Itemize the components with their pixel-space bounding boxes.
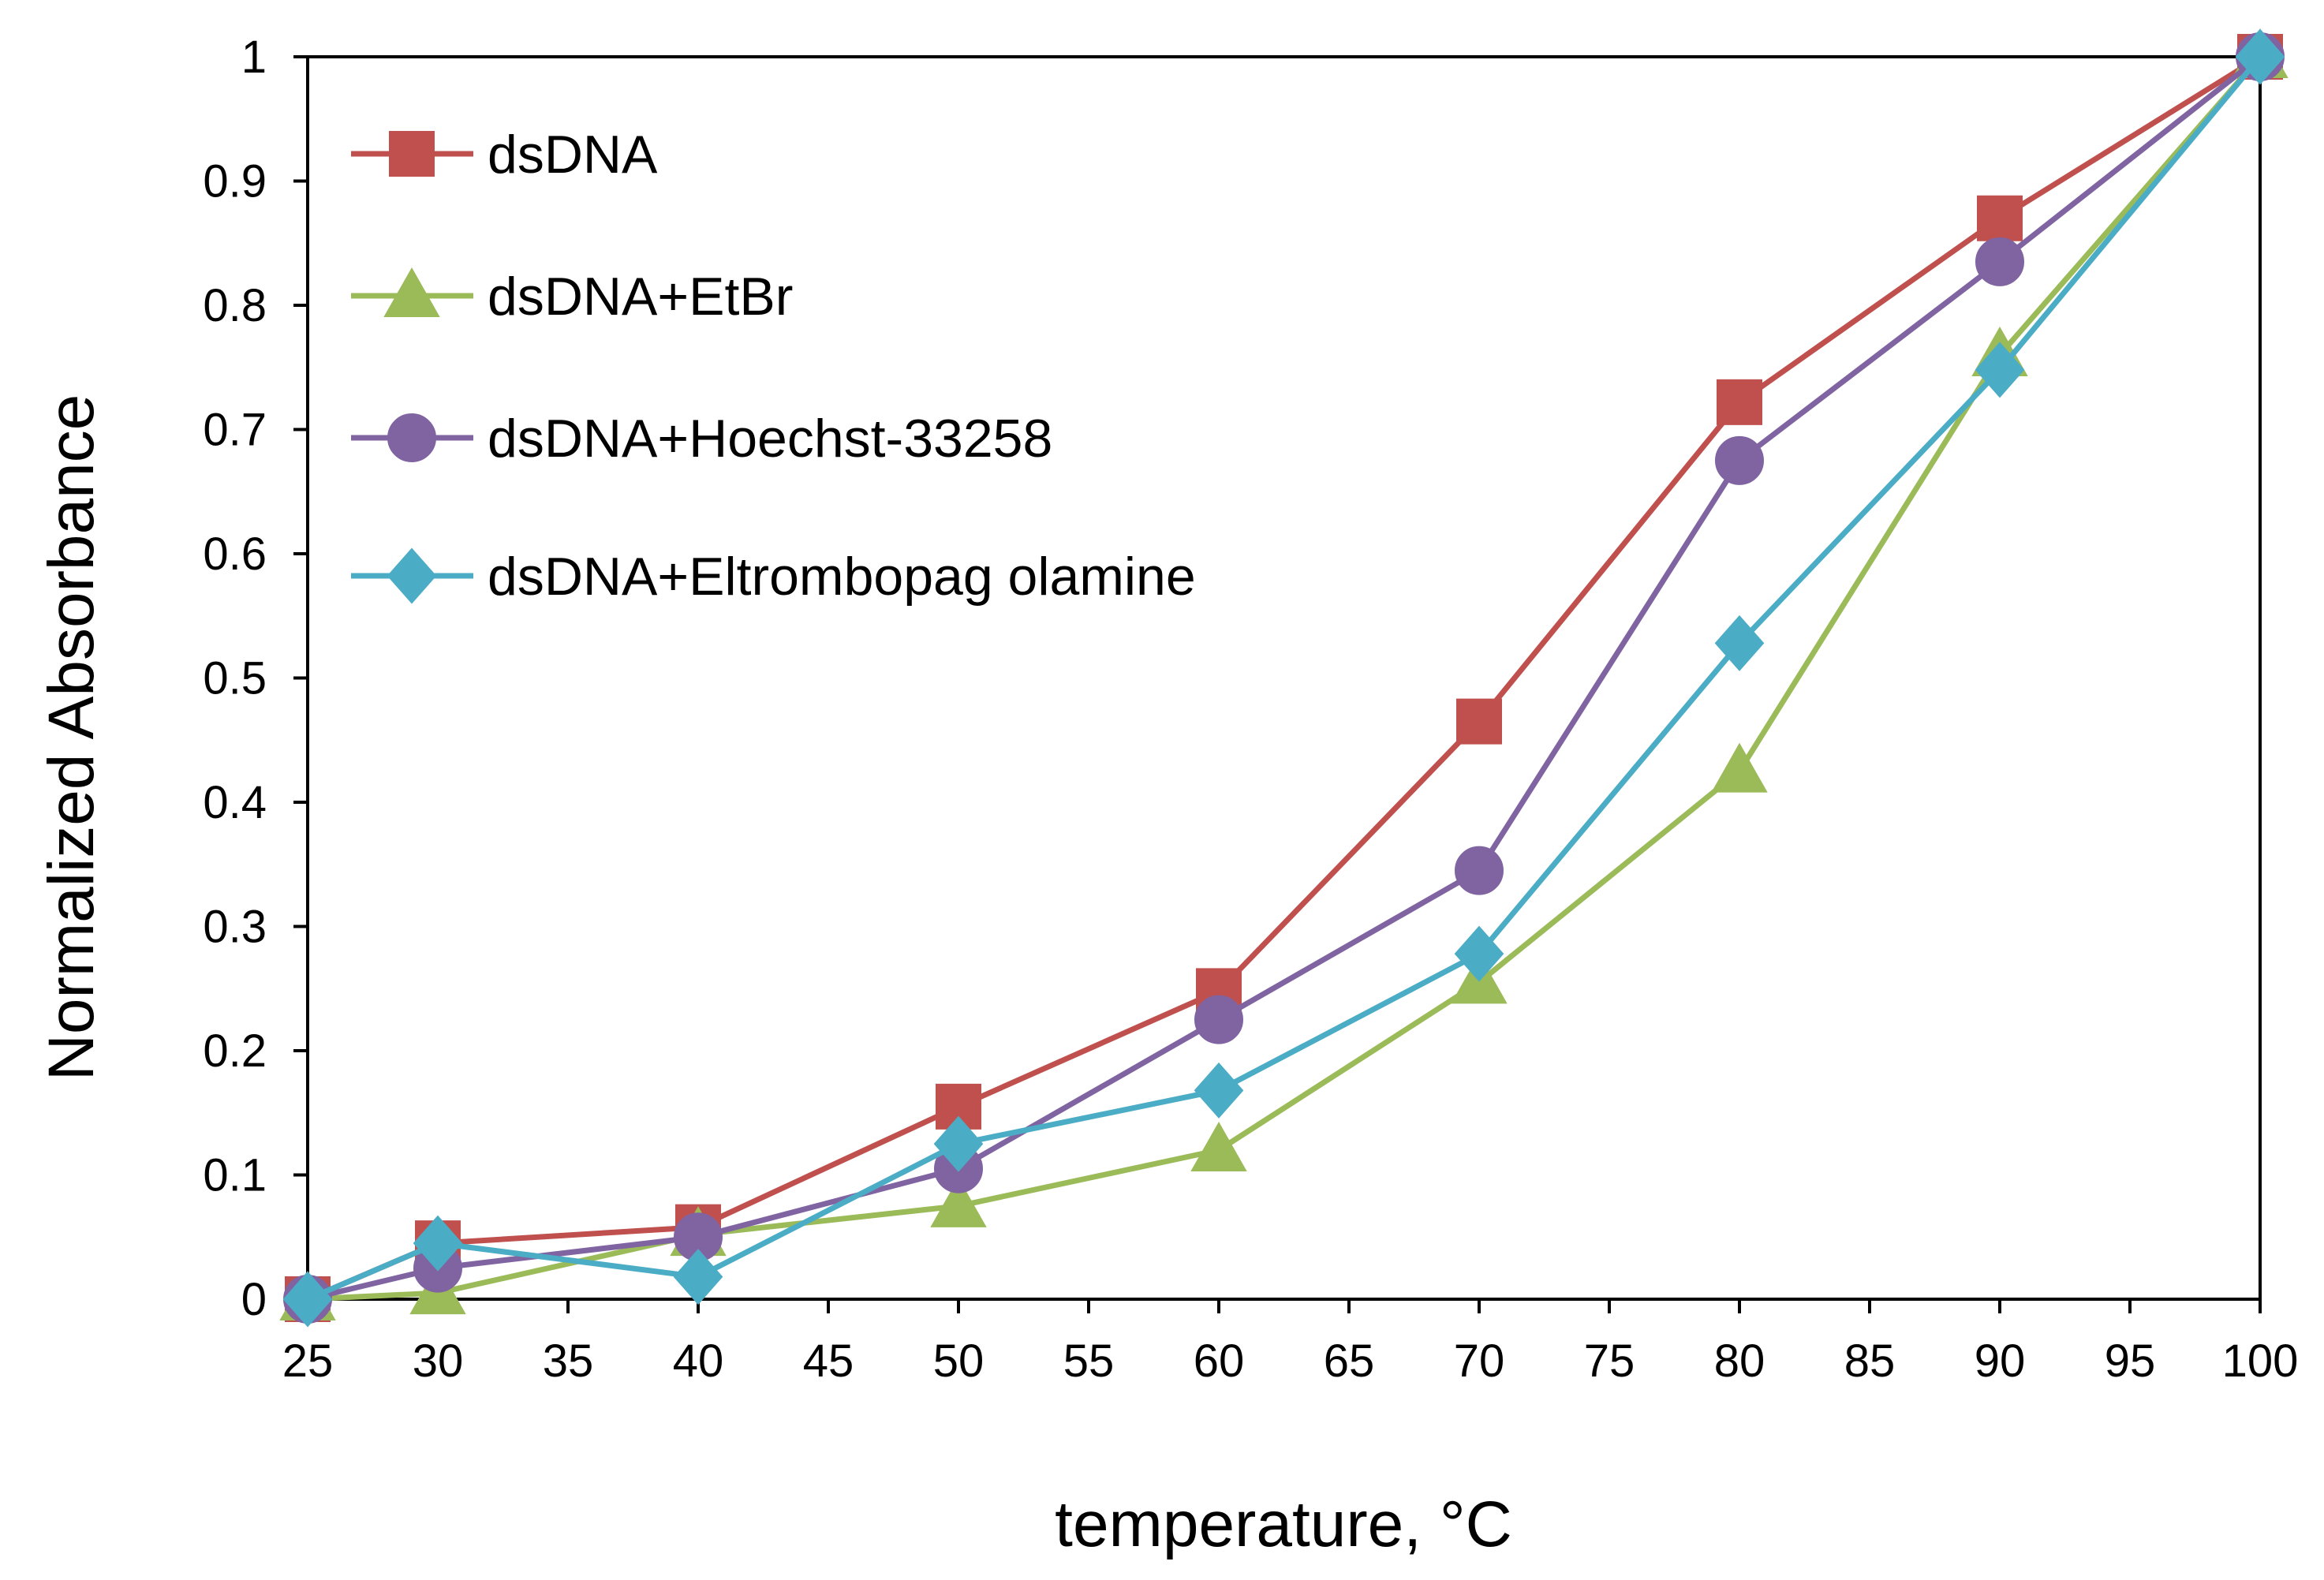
- legend-label: dsDNA: [488, 125, 658, 185]
- legend-item: dsDNA+Hoechst-33258: [351, 409, 1052, 469]
- y-tick-label: 0.5: [203, 653, 267, 704]
- y-tick-label: 0: [241, 1274, 267, 1325]
- legend-marker: [389, 131, 435, 177]
- y-tick-label: 0.6: [203, 529, 267, 580]
- legend-item: dsDNA+Eltrombopag olamine: [351, 547, 1196, 607]
- data-point: [1714, 614, 1765, 671]
- legend-label: dsDNA+Eltrombopag olamine: [488, 547, 1196, 607]
- y-tick-label: 0.1: [203, 1150, 267, 1201]
- data-point: [1975, 237, 2024, 286]
- legend-label: dsDNA+EtBr: [488, 267, 793, 327]
- data-point: [1190, 1121, 1247, 1171]
- data-point: [1455, 846, 1504, 895]
- legend-item: dsDNA: [351, 125, 658, 185]
- y-axis-title: Normalized Absorbance: [35, 394, 107, 1081]
- legend: dsDNA dsDNA+EtBr dsDNA+Hoechst-33258 dsDNA+…: [351, 125, 1196, 607]
- x-tick-label: 25: [282, 1335, 334, 1387]
- x-tick-label: 80: [1714, 1335, 1765, 1387]
- y-tick-label: 0.8: [203, 280, 267, 331]
- x-tick-label: 90: [1975, 1335, 2026, 1387]
- y-tick-label: 0.7: [203, 405, 267, 456]
- x-tick-label: 50: [933, 1335, 985, 1387]
- x-tick-label: 40: [673, 1335, 724, 1387]
- y-axis: 0 0.1 0.2 0.3 0.4 0.5 0.6 0.7 0.8 0.9 1: [203, 32, 308, 1325]
- x-axis: 25 30 35 40 45 50 55 60 65 70 75 80 85 90 95 100: [282, 1299, 2299, 1387]
- y-tick-label: 0.9: [203, 156, 267, 207]
- data-point: [1194, 1062, 1244, 1119]
- x-tick-label: 85: [1844, 1335, 1896, 1387]
- x-axis-title: temperature, °C: [1055, 1488, 1512, 1560]
- data-point: [930, 1177, 987, 1227]
- data-point: [413, 1215, 463, 1272]
- data-point: [1977, 195, 2023, 241]
- series-layer: [279, 28, 2289, 1328]
- x-tick-label: 65: [1324, 1335, 1375, 1387]
- y-tick-label: 0.3: [203, 902, 267, 953]
- x-tick-label: 45: [803, 1335, 854, 1387]
- legend-label: dsDNA+Hoechst-33258: [488, 409, 1052, 469]
- legend-marker: [383, 267, 440, 317]
- data-point: [1975, 342, 2025, 398]
- x-tick-label: 100: [2222, 1335, 2299, 1387]
- data-point: [1711, 742, 1768, 793]
- x-tick-label: 35: [543, 1335, 594, 1387]
- x-tick-label: 95: [2105, 1335, 2156, 1387]
- data-point: [1456, 698, 1502, 745]
- y-tick-label: 0.2: [203, 1025, 267, 1077]
- y-tick-label: 0.4: [203, 777, 267, 828]
- legend-marker: [387, 413, 436, 462]
- data-point: [1717, 379, 1762, 425]
- data-point: [1194, 995, 1243, 1044]
- x-tick-label: 60: [1194, 1335, 1245, 1387]
- x-tick-label: 70: [1454, 1335, 1505, 1387]
- data-point: [1454, 925, 1504, 982]
- x-tick-label: 55: [1063, 1335, 1115, 1387]
- legend-item: dsDNA+EtBr: [351, 267, 793, 327]
- legend-marker: [387, 547, 437, 604]
- x-tick-label: 30: [413, 1335, 464, 1387]
- y-tick-label: 1: [241, 32, 267, 83]
- data-point: [1715, 435, 1764, 485]
- data-point: [673, 1249, 723, 1305]
- series-diamond: [282, 28, 2285, 1328]
- data-point: [282, 1271, 333, 1328]
- data-point: [933, 1115, 984, 1172]
- x-tick-label: 75: [1584, 1335, 1635, 1387]
- data-point: [2235, 28, 2285, 85]
